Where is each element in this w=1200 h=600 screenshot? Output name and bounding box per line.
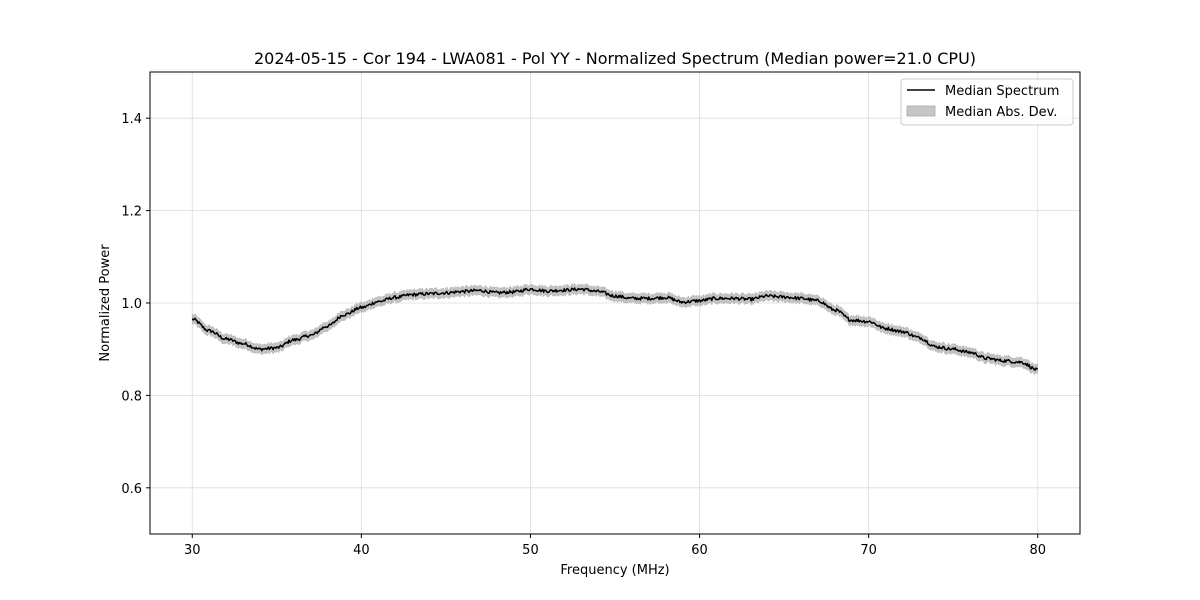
x-tick-label: 70 bbox=[860, 543, 877, 558]
median-spectrum-layer bbox=[191, 287, 1039, 371]
y-tick-label: 1.0 bbox=[121, 297, 142, 312]
y-tick-label: 1.4 bbox=[121, 112, 142, 127]
x-tick-label: 40 bbox=[353, 543, 370, 558]
legend-label-median-spectrum: Median Spectrum bbox=[945, 84, 1059, 99]
ticks: 30 40 50 60 70 80 0.6 0.8 1.0 1.2 1.4 bbox=[121, 112, 1046, 558]
grid bbox=[150, 72, 1080, 534]
legend-box bbox=[900, 78, 1074, 126]
y-tick-label: 1.2 bbox=[121, 205, 142, 220]
x-tick-label: 30 bbox=[184, 543, 201, 558]
x-tick-label: 50 bbox=[522, 543, 539, 558]
y-tick-label: 0.8 bbox=[121, 389, 142, 404]
legend: Median Spectrum Median Abs. Dev. bbox=[900, 78, 1074, 126]
y-tick-label: 0.6 bbox=[121, 482, 142, 497]
legend-label-median-abs-dev: Median Abs. Dev. bbox=[945, 105, 1057, 120]
median-spectrum-line bbox=[191, 287, 1039, 371]
y-axis-label: Normalized Power bbox=[98, 244, 113, 362]
x-tick-label: 80 bbox=[1029, 543, 1046, 558]
x-tick-label: 60 bbox=[691, 543, 708, 558]
chart-title: 2024-05-15 - Cor 194 - LWA081 - Pol YY -… bbox=[254, 49, 976, 68]
legend-band-swatch bbox=[906, 105, 936, 117]
x-axis-label: Frequency (MHz) bbox=[560, 563, 669, 578]
